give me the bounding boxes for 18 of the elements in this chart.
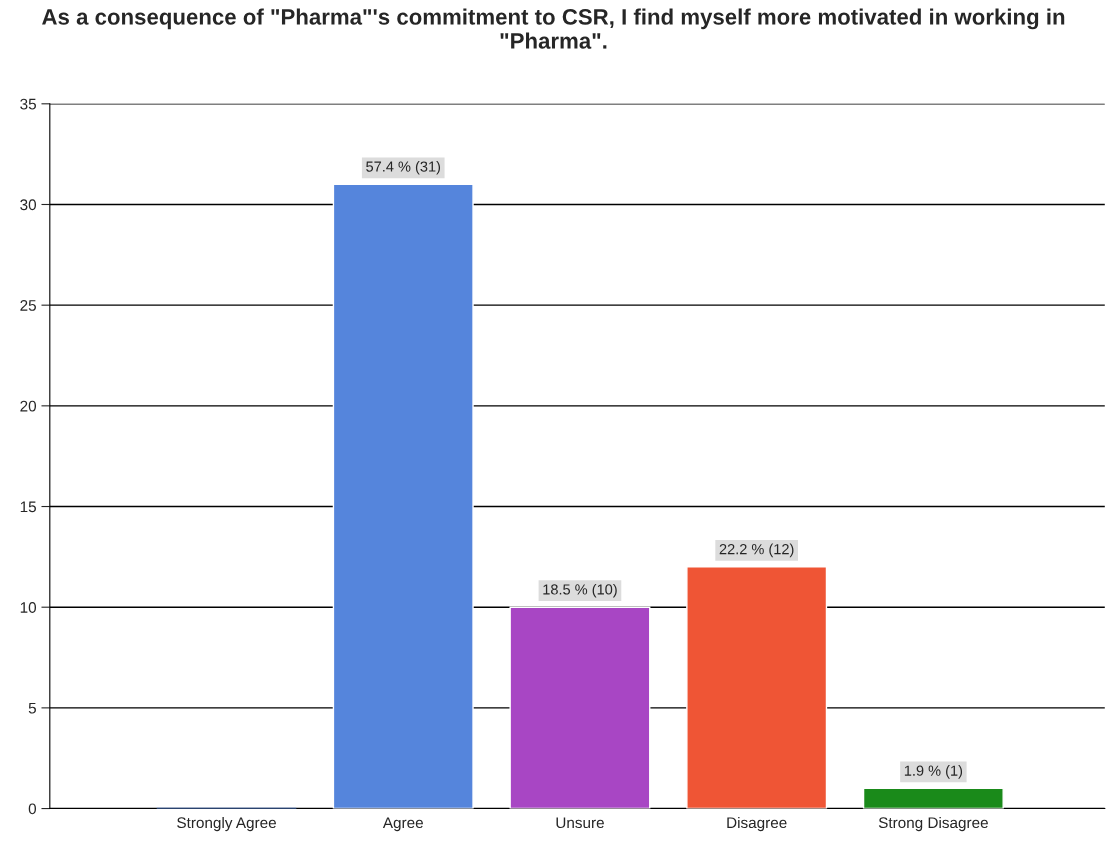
data-label: 22.2 % (12) bbox=[719, 543, 794, 558]
x-tick-label: Disagree bbox=[727, 816, 787, 832]
y-tick-label: 35 bbox=[20, 98, 36, 110]
x-tick-label: Unsure bbox=[556, 817, 604, 829]
data-label: 18.5 % (10) bbox=[543, 583, 617, 598]
x-tick-label: Agree bbox=[382, 817, 423, 832]
y-tick-label: 30 bbox=[20, 199, 37, 211]
y-tick-label: 20 bbox=[20, 400, 37, 412]
data-label: 57.4 % (31) bbox=[366, 161, 441, 175]
y-tick-label: 0 bbox=[28, 803, 37, 815]
data-label: 1.9 % (1) bbox=[904, 765, 963, 779]
chart-title: As a consequence of "Pharma"'s commitment to CSR, I find myself more motivated in working in "Pharma". bbox=[42, 8, 1065, 49]
y-tick-label: 5 bbox=[28, 702, 36, 714]
x-tick-label: Strong Disagree bbox=[878, 816, 988, 832]
y-tick-label: 25 bbox=[20, 300, 36, 311]
x-tick-label: Strongly Agree bbox=[177, 816, 276, 832]
y-tick-label: 15 bbox=[20, 501, 36, 513]
y-tick-label: 10 bbox=[20, 602, 37, 613]
